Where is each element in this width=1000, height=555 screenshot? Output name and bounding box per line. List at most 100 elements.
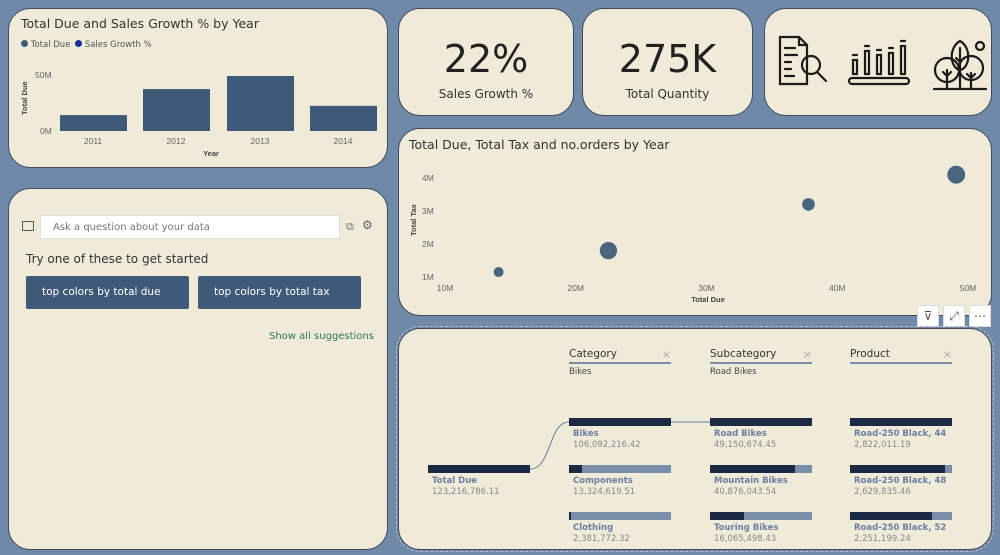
node-bar[interactable] (569, 418, 671, 426)
legend-sales-growth[interactable]: Sales Growth % (84, 40, 152, 50)
kpi-value: 275K (618, 37, 717, 81)
show-all-suggestions-link[interactable]: Show all suggestions (269, 331, 374, 342)
node-value: 2,251,199.24 (854, 534, 911, 542)
node-label: Touring Bikes (714, 523, 779, 533)
node-label: Total Due (432, 476, 478, 486)
legend-dot-sales-growth (75, 40, 83, 47)
node-label: Bikes (573, 429, 599, 439)
bar-chart-icon (847, 39, 911, 86)
scatter-chart: Total Tax Total Due 10M 20M 30M 40M 50M 1M 2M 3… (409, 165, 977, 304)
x-axis-label: Year (203, 149, 219, 158)
node-label: Road-250 Black, 48 (854, 476, 947, 486)
legend-dot-total-due (21, 40, 28, 47)
scatter-title: Total Due, Total Tax and no.orders by Ye… (409, 137, 670, 152)
x-tick: 2012 (167, 136, 186, 146)
node-value: 40,876,043.54 (714, 487, 777, 497)
level-selection: Bikes (569, 367, 592, 377)
trees-icon (932, 39, 988, 91)
kpi-label: Total Quantity (625, 87, 710, 101)
level-header-label: Subcategory (710, 348, 777, 360)
kpi-card-total-quantity: 275K Total Quantity (582, 8, 753, 116)
node-bar[interactable] (710, 512, 812, 520)
close-icon[interactable]: × (802, 348, 812, 361)
x-axis-label: Total Due (691, 295, 725, 304)
node-value: 49,150,674.45 (714, 440, 777, 450)
chat-icon (22, 221, 34, 231)
node-label: Road Bikes (714, 429, 767, 439)
x-tick: 2011 (84, 136, 103, 146)
node-label: Mountain Bikes (714, 476, 788, 486)
node-bar[interactable] (850, 465, 952, 473)
bar-2011[interactable] (60, 115, 127, 131)
x-tick: 50M (960, 283, 977, 293)
icons-card (764, 8, 992, 116)
hierarchy-icon[interactable]: ⧉ (346, 220, 354, 233)
node-label: Clothing (573, 523, 614, 533)
node-label: Road-250 Black, 44 (854, 429, 947, 439)
bar-chart-card: Total Due and Sales Growth % by Year Tot… (8, 8, 388, 168)
x-tick: 2014 (334, 136, 353, 146)
qa-card (8, 188, 388, 550)
scatter-point[interactable] (947, 165, 966, 184)
more-options-icon[interactable]: ⋯ (969, 305, 991, 327)
x-tick: 30M (698, 283, 715, 293)
scatter-point[interactable] (599, 241, 618, 260)
node-value: 13,324,619.51 (573, 487, 636, 497)
document-search-icon (778, 35, 828, 86)
node-bar[interactable] (569, 465, 671, 473)
y-tick: 50M (35, 70, 52, 80)
bar-chart-title: Total Due and Sales Growth % by Year (21, 16, 259, 31)
x-tick: 40M (829, 283, 846, 293)
gear-icon[interactable]: ⚙ (362, 218, 373, 232)
bar-2013[interactable] (227, 76, 294, 131)
node-value: 16,065,498.43 (714, 534, 777, 542)
node-label: Road-250 Black, 52 (854, 523, 947, 533)
y-axis-label: Total Due (20, 81, 29, 115)
level-header[interactable]: Category × (569, 348, 671, 364)
focus-mode-icon[interactable]: ⤢ (943, 305, 965, 327)
y-tick: 3M (422, 206, 434, 216)
bar-chart: 50M 0M Total Due Year 2011 2012 2013 2014 (20, 70, 377, 158)
level-header-label: Category (569, 348, 617, 360)
filter-icon[interactable]: ⊽ (917, 305, 939, 327)
suggestion-button[interactable]: top colors by total due (26, 276, 189, 309)
legend: Total Due Sales Growth % (21, 40, 152, 50)
scatter-point[interactable] (802, 198, 815, 211)
y-tick: 4M (422, 173, 434, 183)
bar-2012[interactable] (143, 89, 210, 131)
bar-2014[interactable] (310, 105, 377, 131)
scatter-point[interactable] (493, 267, 504, 278)
kpi-value: 22% (443, 37, 529, 81)
node-bar[interactable] (710, 418, 812, 426)
node-value: 2,381,772.32 (573, 534, 630, 542)
qa-prompt: Try one of these to get started (26, 252, 209, 266)
close-icon[interactable]: × (942, 348, 952, 361)
node-bar[interactable] (850, 418, 952, 426)
x-tick: 2013 (251, 136, 270, 146)
suggestion-button[interactable]: top colors by total tax (198, 276, 361, 309)
level-header-label: Product (850, 348, 890, 360)
node-label: Components (573, 476, 633, 486)
y-tick: 0M (40, 126, 52, 136)
close-icon[interactable]: × (661, 348, 671, 361)
node-bar[interactable] (569, 512, 671, 520)
level-header[interactable]: Product × (850, 348, 952, 364)
y-axis-label: Total Tax (409, 203, 418, 236)
level-header[interactable]: Subcategory × (710, 348, 812, 364)
kpi-card-sales-growth: 22% Sales Growth % (398, 8, 574, 116)
x-tick: 20M (567, 283, 584, 293)
legend-total-due[interactable]: Total Due (30, 40, 71, 50)
node-bar[interactable] (710, 465, 812, 473)
node-bar[interactable] (428, 465, 530, 473)
y-tick: 1M (422, 272, 434, 282)
qa-input[interactable] (40, 215, 340, 239)
kpi-label: Sales Growth % (438, 87, 534, 101)
node-value: 106,092,216.42 (573, 440, 641, 450)
node-value: 2,822,011.19 (854, 440, 911, 450)
node-bar[interactable] (850, 512, 952, 520)
level-selection: Road Bikes (710, 367, 757, 377)
y-tick: 2M (422, 239, 434, 249)
scatter-card: Total Due, Total Tax and no.orders by Ye… (398, 128, 992, 316)
node-value: 2,629,835.46 (854, 487, 911, 497)
node-value: 123,216,786.11 (432, 487, 500, 497)
